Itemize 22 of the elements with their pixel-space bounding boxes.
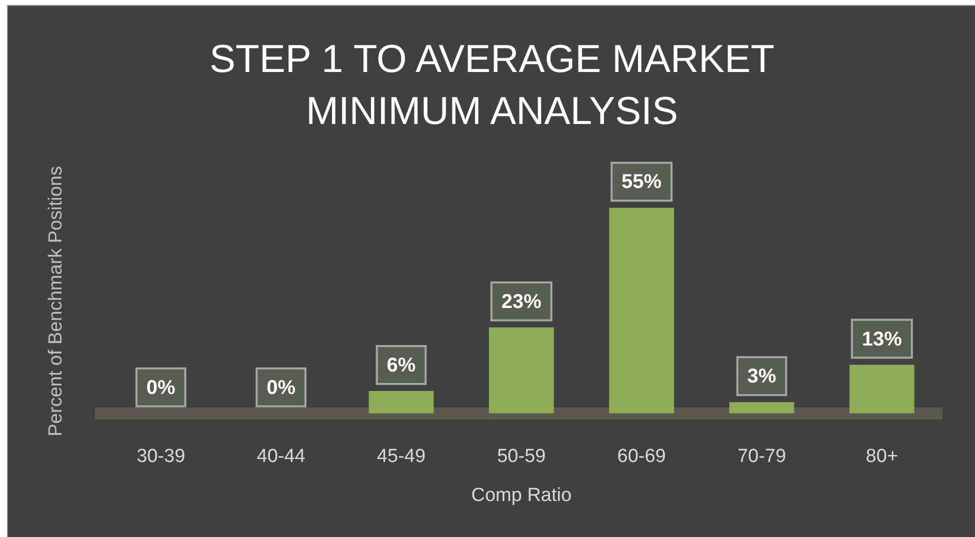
- bar: [729, 402, 794, 414]
- x-axis-title: Comp Ratio: [471, 484, 572, 506]
- data-label: 6%: [386, 354, 416, 376]
- x-tick-label: 50-59: [497, 446, 546, 468]
- y-axis-title: Percent of Benchmark Positions: [46, 166, 67, 436]
- data-label: 0%: [266, 376, 296, 399]
- data-label: 3%: [747, 366, 776, 388]
- bar: [488, 327, 554, 414]
- x-tick-label: 30-39: [136, 446, 186, 468]
- bar: [849, 364, 914, 414]
- bar: [368, 390, 434, 414]
- bar: [609, 208, 674, 414]
- x-tick-label: 80+: [866, 446, 898, 468]
- x-tick-label: 45-49: [376, 446, 426, 468]
- data-label: 23%: [501, 290, 542, 313]
- data-label: 13%: [862, 328, 902, 350]
- x-tick-label: 40-44: [256, 446, 306, 468]
- data-label: 55%: [622, 171, 662, 194]
- chart-title: STEP 1 TO AVERAGE MARKET MINIMUM ANALYSIS: [208, 37, 776, 135]
- x-tick-label: 60-69: [617, 446, 666, 468]
- x-tick-label: 70-79: [737, 446, 786, 468]
- data-label: 0%: [146, 376, 176, 399]
